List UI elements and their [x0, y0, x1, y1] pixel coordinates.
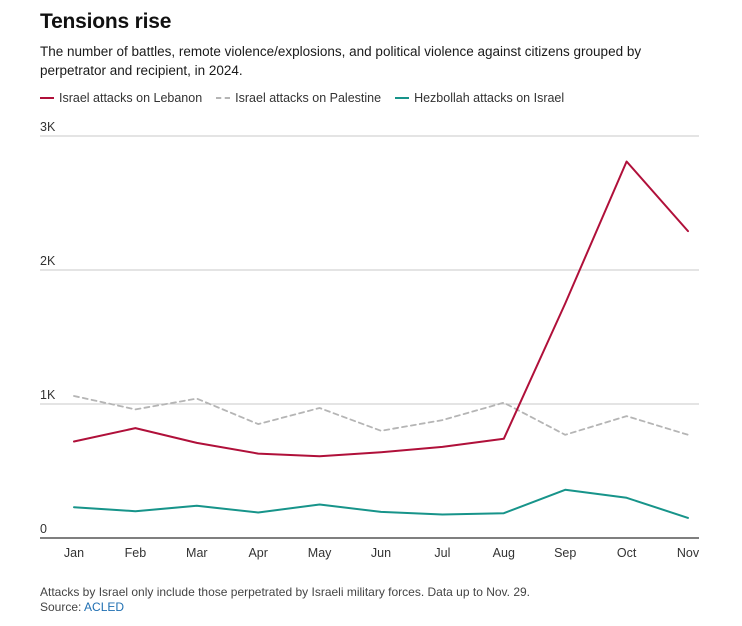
x-tick-label: Mar: [186, 546, 208, 560]
source-link[interactable]: ACLED: [84, 600, 125, 614]
x-tick-label: Sep: [554, 546, 576, 560]
legend-label-lebanon: Israel attacks on Lebanon: [59, 91, 203, 105]
x-tick-label: Jul: [434, 546, 450, 560]
y-tick-label: 2K: [40, 254, 56, 268]
source-label: Source:: [40, 600, 82, 614]
chart-subtitle: The number of battles, remote violence/e…: [40, 44, 642, 78]
legend-swatch-hezbollah: [395, 97, 410, 99]
x-tick-label: May: [308, 546, 332, 560]
legend-label-hezbollah: Hezbollah attacks on Israel: [414, 91, 565, 105]
x-tick-label: Aug: [493, 546, 515, 560]
x-tick-label: Jun: [371, 546, 391, 560]
series-line-hezbollah-attacks-on-israel: [73, 488, 689, 519]
legend-label-palestine: Israel attacks on Palestine: [235, 91, 382, 105]
chart-title: Tensions rise: [40, 10, 172, 33]
source-line: Source: ACLED: [40, 600, 124, 615]
y-tick-label: 0: [40, 522, 47, 536]
legend-item-lebanon: Israel attacks on Lebanon: [40, 91, 202, 105]
x-tick-label: Jan: [64, 546, 84, 560]
legend: Israel attacks on Lebanon Israel attacks…: [40, 91, 578, 105]
x-tick-label: Feb: [125, 546, 147, 560]
x-tick-label: Oct: [617, 546, 637, 560]
legend-item-palestine: Israel attacks on Palestine: [216, 91, 381, 105]
legend-item-hezbollah: Hezbollah attacks on Israel: [395, 91, 564, 105]
series-line-israel-attacks-on-palestine: [73, 395, 689, 436]
y-tick-label: 3K: [40, 120, 56, 134]
legend-swatch-lebanon: [40, 97, 54, 99]
x-tick-label: Apr: [248, 546, 267, 560]
legend-swatch-palestine: [216, 97, 231, 99]
series-line-israel-attacks-on-lebanon: [73, 160, 689, 458]
footnote: Attacks by Israel only include those per…: [40, 585, 531, 599]
y-tick-label: 1K: [40, 388, 56, 402]
x-tick-label: Nov: [677, 546, 700, 560]
